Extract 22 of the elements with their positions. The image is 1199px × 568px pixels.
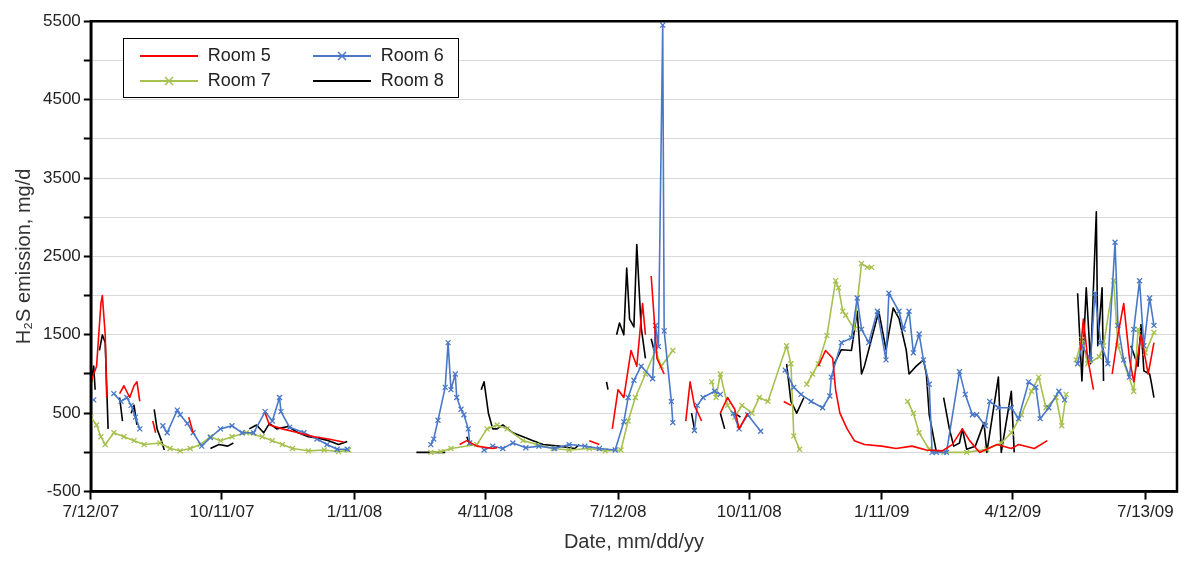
y-tick-label: 500 — [52, 402, 81, 422]
y-tick-label: 2500 — [42, 246, 81, 266]
y-tick-label: 1500 — [42, 324, 81, 344]
x-tick-label: 1/11/09 — [853, 502, 910, 522]
x-axis-title: Date, mm/dd/yy — [563, 529, 704, 552]
legend-label: Room 6 — [380, 45, 444, 67]
x-tick-label: 7/12/07 — [62, 502, 120, 522]
x-tick-label: 4/11/08 — [457, 502, 514, 522]
legend-label: Room 8 — [380, 70, 444, 92]
x-tick-label: 10/11/07 — [189, 502, 255, 522]
y-tick-label: 3500 — [42, 167, 81, 187]
y-tick-label: 4500 — [42, 89, 81, 109]
x-tick-label: 10/11/08 — [716, 502, 782, 522]
y-axis-title: H₂S emission, mg/d — [11, 168, 34, 345]
x-tick-label: 7/12/08 — [589, 502, 647, 522]
y-tick-label: 5500 — [42, 10, 81, 30]
legend-label: Room 5 — [207, 45, 271, 67]
x-tick-label: 7/13/09 — [1116, 502, 1174, 522]
x-tick-label: 4/12/09 — [984, 502, 1042, 522]
x-tick-label: 1/11/08 — [326, 502, 383, 522]
y-tick-label: -500 — [46, 481, 81, 501]
legend-label: Room 7 — [207, 70, 271, 92]
